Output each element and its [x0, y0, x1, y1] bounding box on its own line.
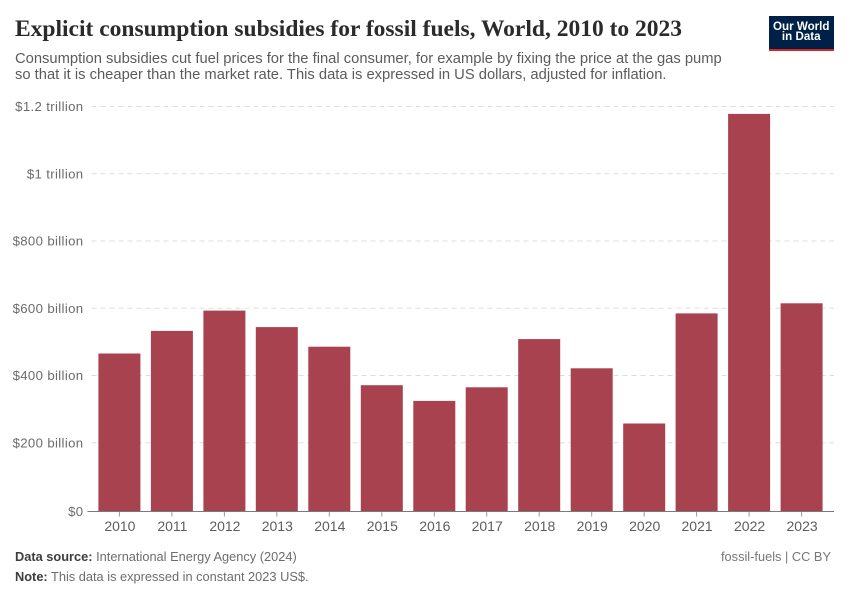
- svg-text:2011: 2011: [157, 518, 187, 534]
- svg-text:2015: 2015: [367, 518, 398, 534]
- svg-text:$1.2 trillion: $1.2 trillion: [15, 99, 83, 114]
- svg-text:$200 billion: $200 billion: [13, 435, 84, 450]
- svg-text:2013: 2013: [262, 518, 293, 534]
- svg-text:$600 billion: $600 billion: [13, 301, 84, 316]
- svg-text:2012: 2012: [209, 518, 240, 534]
- svg-text:2014: 2014: [314, 518, 345, 534]
- svg-text:2019: 2019: [577, 518, 608, 534]
- svg-text:2018: 2018: [524, 518, 555, 534]
- svg-text:2017: 2017: [472, 518, 503, 534]
- svg-text:$800 billion: $800 billion: [13, 234, 84, 249]
- svg-text:2023: 2023: [787, 518, 818, 534]
- svg-text:$1 trillion: $1 trillion: [27, 166, 84, 181]
- svg-text:$400 billion: $400 billion: [13, 368, 84, 383]
- svg-text:2020: 2020: [629, 518, 660, 534]
- svg-text:2016: 2016: [419, 518, 450, 534]
- svg-text:2010: 2010: [104, 518, 135, 534]
- svg-text:2021: 2021: [682, 518, 713, 534]
- svg-text:2022: 2022: [734, 518, 765, 534]
- svg-text:$0: $0: [68, 504, 83, 519]
